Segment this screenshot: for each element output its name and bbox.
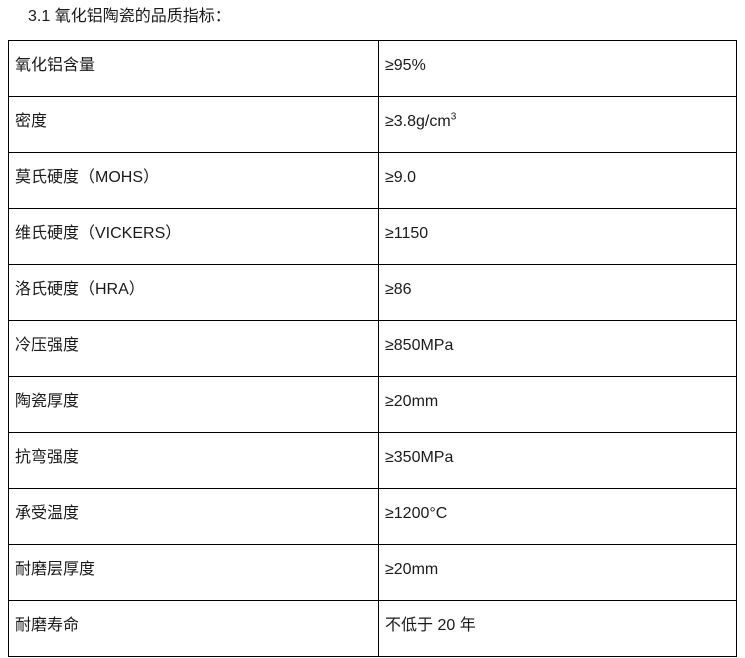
section-heading: 3.1 氧化铝陶瓷的品质指标： [28,8,231,25]
spec-label: 氧化铝含量 [8,40,379,97]
spec-value: ≥20mm [378,544,737,601]
table-row: 冷压强度 ≥850MPa [8,320,737,377]
spec-table: 氧化铝含量 ≥95% 密度 ≥3.8g/cm3 莫氏硬度（MOHS） ≥9.0 … [8,40,737,657]
spec-value: ≥3.8g/cm3 [378,96,737,153]
spec-value: ≥1150 [378,208,737,265]
spec-value-text: ≥20mm [385,392,439,410]
spec-value: ≥86 [378,264,737,321]
spec-label: 耐磨寿命 [8,600,379,657]
spec-value-text: ≥9.0 [385,168,417,186]
table-row: 耐磨层厚度 ≥20mm [8,544,737,601]
spec-label: 密度 [8,96,379,153]
spec-value: ≥95% [378,40,737,97]
spec-value-text: ≥3.8g/cm [385,112,451,130]
table-row: 抗弯强度 ≥350MPa [8,432,737,489]
spec-value: ≥850MPa [378,320,737,377]
spec-value-text: ≥86 [385,280,412,298]
table-row: 陶瓷厚度 ≥20mm [8,376,737,433]
spec-label: 莫氏硬度（MOHS） [8,152,379,209]
spec-value-text: ≥850MPa [385,336,454,354]
spec-value-text: ≥350MPa [385,448,454,466]
spec-value-text: 不低于 20 年 [385,616,476,634]
spec-label: 陶瓷厚度 [8,376,379,433]
spec-value-text: ≥95% [385,56,426,74]
spec-label: 承受温度 [8,488,379,545]
spec-value: ≥20mm [378,376,737,433]
spec-value: ≥350MPa [378,432,737,489]
spec-value-text: ≥1200°C [385,504,448,522]
spec-value-superscript: 3 [450,111,457,123]
table-row: 洛氏硬度（HRA） ≥86 [8,264,737,321]
spec-label: 洛氏硬度（HRA） [8,264,379,321]
spec-value: ≥1200°C [378,488,737,545]
spec-value: 不低于 20 年 [378,600,737,657]
spec-label: 冷压强度 [8,320,379,377]
table-row: 莫氏硬度（MOHS） ≥9.0 [8,152,737,209]
table-row: 维氏硬度（VICKERS） ≥1150 [8,208,737,265]
table-row: 密度 ≥3.8g/cm3 [8,96,737,153]
spec-label: 抗弯强度 [8,432,379,489]
spec-label: 维氏硬度（VICKERS） [8,208,379,265]
table-row: 承受温度 ≥1200°C [8,488,737,545]
spec-value-text: ≥1150 [385,224,429,242]
table-row: 耐磨寿命 不低于 20 年 [8,600,737,657]
spec-label: 耐磨层厚度 [8,544,379,601]
spec-value-text: ≥20mm [385,560,439,578]
spec-value: ≥9.0 [378,152,737,209]
table-row: 氧化铝含量 ≥95% [8,40,737,97]
